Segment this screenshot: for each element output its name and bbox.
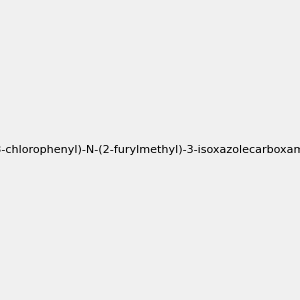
Text: 5-(3-chlorophenyl)-N-(2-furylmethyl)-3-isoxazolecarboxamide: 5-(3-chlorophenyl)-N-(2-furylmethyl)-3-i…	[0, 145, 300, 155]
